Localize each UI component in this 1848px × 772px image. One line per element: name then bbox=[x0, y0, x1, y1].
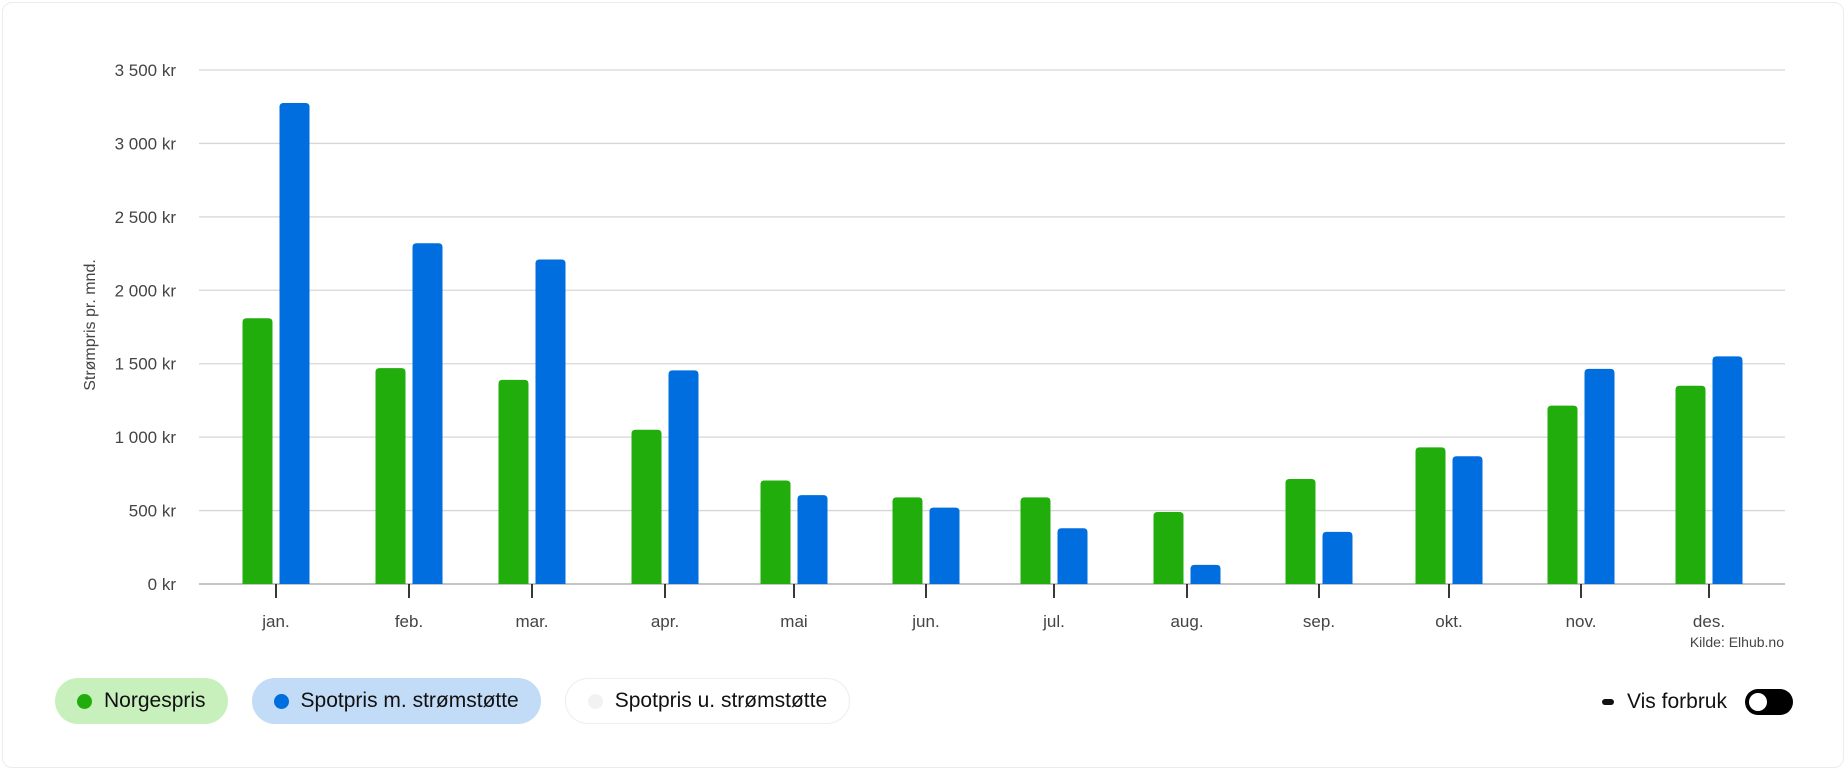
x-tick-label: okt. bbox=[1435, 612, 1462, 631]
x-tick-label: nov. bbox=[1566, 612, 1597, 631]
norgespris-dot-icon bbox=[77, 693, 92, 709]
legend-chip-norgespris[interactable]: Norgespris bbox=[55, 678, 228, 724]
bar-spotpris-med-8[interactable] bbox=[1322, 531, 1353, 584]
y-tick-label: 2 000 kr bbox=[115, 281, 177, 300]
grid-lines bbox=[199, 69, 1785, 585]
bar-norgespris-3[interactable] bbox=[631, 429, 662, 584]
x-tick-label: aug. bbox=[1170, 612, 1203, 631]
bar-spotpris-med-2[interactable] bbox=[535, 259, 566, 584]
spotpris-uten-dot-icon bbox=[587, 693, 603, 709]
x-tick-label: sep. bbox=[1303, 612, 1335, 631]
bar-spotpris-med-9[interactable] bbox=[1452, 456, 1483, 584]
bar-norgespris-9[interactable] bbox=[1415, 447, 1446, 584]
y-tick-label: 1 000 kr bbox=[115, 428, 177, 447]
bar-spotpris-med-11[interactable] bbox=[1712, 356, 1743, 584]
bar-spotpris-med-10[interactable] bbox=[1584, 368, 1615, 584]
x-tick-label: jul. bbox=[1042, 612, 1065, 631]
y-tick-label: 3 000 kr bbox=[115, 134, 177, 153]
bar-chart: 0 kr 500 kr 1 000 kr 1 500 kr 2 000 kr 2 500 … bbox=[82, 61, 1785, 650]
y-tick-label: 1 500 kr bbox=[115, 355, 177, 374]
bar-spotpris-med-0[interactable] bbox=[279, 103, 310, 585]
y-axis-ticks: 0 kr 500 kr 1 000 kr 1 500 kr 2 000 kr 2 500 … bbox=[115, 61, 177, 594]
x-tick-label: apr. bbox=[651, 612, 679, 631]
bar-norgespris-6[interactable] bbox=[1020, 497, 1051, 584]
legend-label: Spotpris m. strømstøtte bbox=[300, 689, 519, 712]
bar-spotpris-med-5[interactable] bbox=[929, 507, 960, 584]
y-tick-label: 2 500 kr bbox=[115, 208, 177, 227]
bar-norgespris-0[interactable] bbox=[242, 318, 273, 584]
usage-line-icon bbox=[1602, 699, 1614, 705]
usage-toggle-switch[interactable] bbox=[1745, 689, 1793, 715]
bar-spotpris-med-6[interactable] bbox=[1057, 528, 1088, 584]
legend: Norgespris Spotpris m. strømstøtte Spotp… bbox=[55, 678, 874, 724]
usage-toggle-label: Vis forbruk bbox=[1627, 690, 1727, 713]
bar-norgespris-10[interactable] bbox=[1547, 405, 1578, 584]
bar-spotpris-med-3[interactable] bbox=[668, 370, 699, 584]
usage-toggle-area: Vis forbruk bbox=[1602, 689, 1793, 715]
bar-spotpris-med-7[interactable] bbox=[1190, 564, 1221, 584]
spotpris-med-dot-icon bbox=[273, 693, 289, 709]
source-label: Kilde: Elhub.no bbox=[1690, 634, 1784, 650]
legend-chip-spotpris-uten-stromstotte[interactable]: Spotpris u. strømstøtte bbox=[564, 678, 851, 724]
bar-norgespris-11[interactable] bbox=[1675, 385, 1706, 584]
y-axis-label: Strømpris pr. mnd. bbox=[82, 259, 99, 391]
bar-spotpris-med-1[interactable] bbox=[412, 243, 443, 584]
bar-norgespris-1[interactable] bbox=[375, 368, 406, 584]
x-tick-label: jan. bbox=[261, 612, 289, 631]
bars bbox=[242, 103, 1743, 585]
x-tick-label: feb. bbox=[395, 612, 423, 631]
bar-spotpris-med-4[interactable] bbox=[797, 495, 828, 584]
x-tick-label: mai bbox=[780, 612, 807, 631]
bar-norgespris-7[interactable] bbox=[1153, 512, 1184, 584]
y-tick-label: 3 500 kr bbox=[115, 61, 177, 80]
bar-norgespris-4[interactable] bbox=[760, 480, 791, 584]
legend-label: Spotpris u. strømstøtte bbox=[614, 689, 828, 712]
x-tick-label: des. bbox=[1693, 612, 1725, 631]
y-tick-label: 500 kr bbox=[129, 502, 177, 521]
bar-norgespris-5[interactable] bbox=[892, 497, 923, 584]
legend-chip-spotpris-med-stromstotte[interactable]: Spotpris m. strømstøtte bbox=[251, 678, 541, 724]
toggle-knob bbox=[1749, 693, 1767, 711]
bar-norgespris-2[interactable] bbox=[498, 379, 529, 584]
x-tick-label: mar. bbox=[515, 612, 548, 631]
bar-norgespris-8[interactable] bbox=[1285, 478, 1316, 584]
legend-label: Norgespris bbox=[104, 689, 206, 712]
x-axis: jan. feb. mar. apr. mai jun. jul. aug. sep. okt. n… bbox=[261, 584, 1725, 631]
x-tick-label: jun. bbox=[911, 612, 939, 631]
y-tick-label: 0 kr bbox=[148, 575, 177, 594]
